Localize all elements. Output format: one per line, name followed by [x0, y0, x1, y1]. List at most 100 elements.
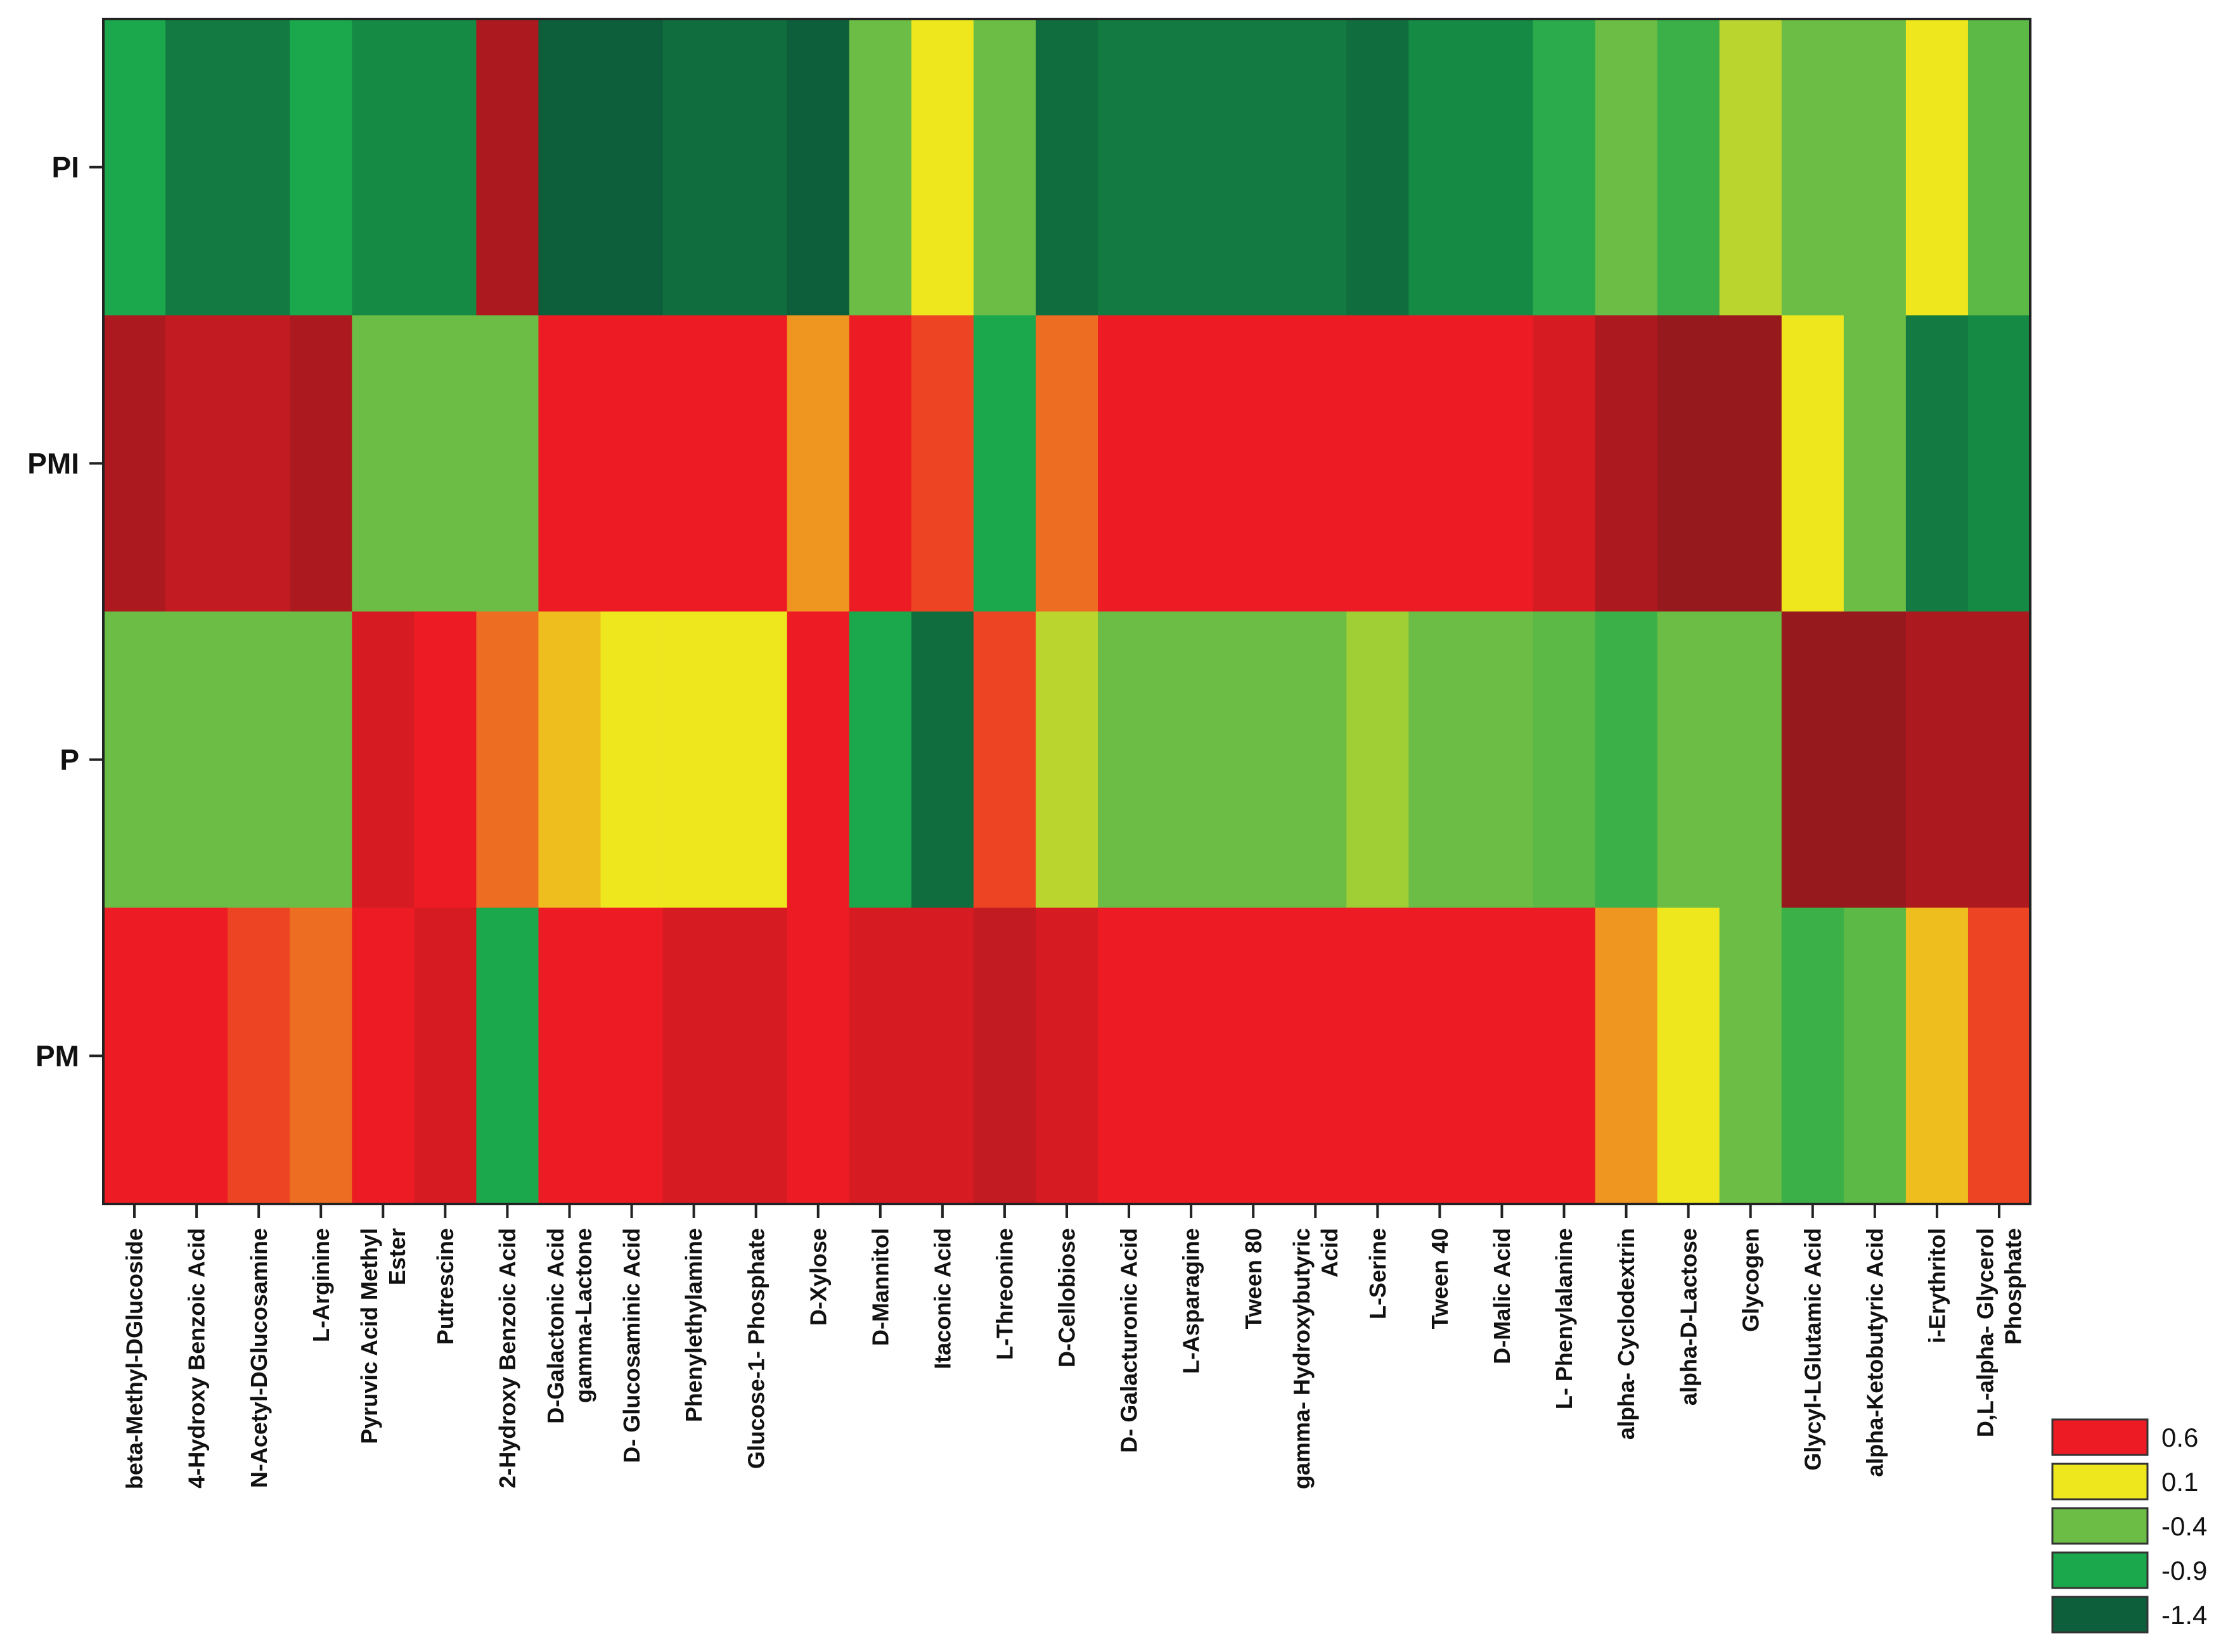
column-label: Pyruvic Acid MethylEster [356, 1228, 410, 1444]
heatmap-cell [290, 19, 352, 316]
heatmap-cell [1222, 907, 1285, 1205]
heatmap-cell [787, 907, 850, 1205]
column-label: D-Galactonic Acidgamma-Lactone [543, 1228, 596, 1424]
heatmap-cell [1035, 19, 1098, 316]
heatmap-cell [1781, 611, 1844, 909]
heatmap-cell [662, 315, 726, 612]
column-label: D-Mannitol [867, 1228, 893, 1346]
column-label: D,L-alpha- GlycerolPhosphate [1973, 1228, 2026, 1437]
column-label: D- Glucosaminic Acid [619, 1228, 645, 1463]
heatmap-cell [1657, 315, 1720, 612]
heatmap-cell [600, 315, 664, 612]
heatmap-cell [228, 315, 290, 612]
column-label: Glycogen [1737, 1228, 1763, 1332]
heatmap-cell [662, 19, 726, 316]
column-labels: beta-Methyl-DGlucoside 4-Hydroxy Benzoic … [122, 1204, 2026, 1489]
heatmap-cell [538, 315, 602, 612]
heatmap-cell [1719, 611, 1782, 909]
heatmap-cell [1781, 315, 1844, 612]
heatmap-cell [1098, 611, 1161, 909]
heatmap-cell [1035, 907, 1098, 1205]
heatmap-cell [1905, 907, 1969, 1205]
heatmap-cell [1843, 315, 1907, 612]
column-label: alpha-D-Lactose [1675, 1228, 1701, 1405]
heatmap-cell [165, 315, 228, 612]
heatmap-cell [724, 19, 788, 316]
heatmap-cell [1471, 907, 1534, 1205]
heatmap-cell [1284, 611, 1347, 909]
heatmap-cell [352, 907, 415, 1205]
column-label: i-Erythritol [1924, 1228, 1950, 1343]
heatmap-cell [1471, 315, 1534, 612]
column-label: beta-Methyl-DGlucoside [122, 1228, 148, 1489]
heatmap-cell [414, 907, 477, 1205]
heatmap-cell [724, 315, 788, 612]
heatmap-cell [228, 907, 290, 1205]
heatmap-cell [1719, 315, 1782, 612]
column-label: Putrescine [432, 1228, 458, 1345]
column-label: Tween 40 [1427, 1228, 1453, 1329]
column-label: 4-Hydroxy Benzoic Acid [184, 1228, 210, 1489]
heatmap-cell [1284, 19, 1347, 316]
heatmap-cell [1346, 907, 1409, 1205]
heatmap-cell [600, 907, 664, 1205]
heatmap-cell [911, 907, 974, 1205]
heatmap-cell [911, 611, 974, 909]
legend-swatch [2051, 1551, 2149, 1589]
heatmap-cell [103, 907, 166, 1205]
heatmap-cell [1284, 907, 1347, 1205]
heatmap-cell [414, 611, 477, 909]
heatmap-cell [662, 907, 726, 1205]
row-label: P [60, 743, 79, 776]
heatmap-cell [1657, 19, 1720, 316]
heatmap-cell [1595, 315, 1658, 612]
heatmap-cell [1967, 907, 2031, 1205]
heatmap-cell [1595, 611, 1658, 909]
heatmap-cell [1098, 19, 1161, 316]
column-label: Phenylethylamine [681, 1228, 707, 1422]
heatmap-cell [414, 19, 477, 316]
column-label: D-Malic Acid [1489, 1228, 1515, 1364]
heatmap-cell [1471, 19, 1534, 316]
legend-swatch [2051, 1596, 2149, 1634]
heatmap-cell [1657, 611, 1720, 909]
heatmap-cell [1346, 611, 1409, 909]
heatmap-cell [1346, 315, 1409, 612]
heatmap-cell [1098, 315, 1161, 612]
heatmap-cell [352, 315, 415, 612]
heatmap-cell [1905, 611, 1969, 909]
heatmap-cell [165, 611, 228, 909]
heatmap-cell [476, 315, 539, 612]
heatmap-cell [973, 611, 1036, 909]
legend-label: 0.1 [2161, 1467, 2198, 1497]
heatmap-cell [538, 19, 602, 316]
heatmap-cell [1533, 611, 1596, 909]
heatmap-cell [1284, 315, 1347, 612]
heatmap-cell [1471, 611, 1534, 909]
legend-label: -0.4 [2161, 1511, 2207, 1541]
legend-swatch [2051, 1507, 2149, 1545]
heatmap-cell [911, 19, 974, 316]
heatmap-cell [1967, 611, 2031, 909]
heatmap-cell [1967, 315, 2031, 612]
column-label: N-Acetyl-DGlucosamine [246, 1228, 272, 1488]
legend-label: 0.6 [2161, 1423, 2198, 1452]
heatmap-cell [1160, 907, 1223, 1205]
heatmap-cell [600, 611, 664, 909]
column-label: Tween 80 [1240, 1228, 1266, 1329]
heatmap-cell [973, 19, 1036, 316]
heatmap-cell [414, 315, 477, 612]
heatmap-cell [662, 611, 726, 909]
heatmap-cell [476, 611, 539, 909]
heatmap-cell [787, 19, 850, 316]
heatmap-cell [849, 611, 912, 909]
column-label: D-Xylose [805, 1228, 831, 1326]
heatmap-cell [103, 315, 166, 612]
heatmap-cell [911, 315, 974, 612]
heatmap-cell [290, 315, 352, 612]
row-label: PMI [27, 447, 79, 480]
heatmap-cell [724, 907, 788, 1205]
legend-label: -1.4 [2161, 1600, 2207, 1630]
column-label: gamma- HydroxybutyricAcid [1289, 1228, 1342, 1489]
